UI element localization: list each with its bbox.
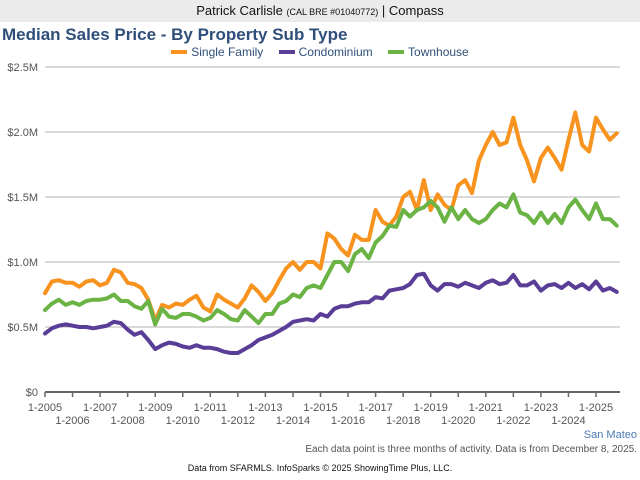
x-tick-label: 1-2024 <box>551 415 585 427</box>
x-tick-label: 1-2005 <box>28 402 62 414</box>
data-source: Data from SFARMLS. InfoSparks © 2025 Sho… <box>187 463 453 473</box>
x-tick-label: 1-2018 <box>386 415 420 427</box>
x-tick-label: 1-2008 <box>111 415 145 427</box>
x-tick-label: 1-2014 <box>276 415 310 427</box>
agent-name: Patrick Carlisle <box>196 3 283 18</box>
agent-header-bar: Patrick Carlisle (CAL BRE #01040772) | C… <box>0 0 640 22</box>
legend-swatch-townhouse <box>388 49 405 54</box>
x-tick-label: 1-2016 <box>331 415 365 427</box>
x-tick-label: 1-2012 <box>221 415 255 427</box>
data-note: Each data point is three months of activ… <box>305 444 637 455</box>
x-tick-label: 1-2017 <box>358 402 392 414</box>
x-axis: 1-20051-20061-20071-20081-20091-20101-20… <box>28 391 620 427</box>
x-tick-label: 1-2011 <box>194 402 227 414</box>
legend-item-townhouse[interactable]: Townhouse <box>388 45 469 59</box>
chart-legend: Single Family Condominium Townhouse <box>0 45 640 59</box>
line-chart: $0 $0.5M $1.0M $1.5M $2.0M $2.5M 1-20051-2006… <box>7 62 620 427</box>
legend-label: Condominium <box>298 45 373 59</box>
legend-swatch-single-family <box>171 49 188 54</box>
legend-label: Single Family <box>191 45 264 59</box>
x-tick-label: 1-2006 <box>55 415 89 427</box>
y-tick-label: $1.5M <box>7 192 38 204</box>
x-tick-label: 1-2020 <box>441 415 475 427</box>
agent-license: (CAL BRE #01040772) <box>286 7 379 17</box>
x-tick-label: 1-2023 <box>524 402 558 414</box>
y-tick-label: $1.0M <box>7 257 38 269</box>
y-tick-label: $2.0M <box>7 127 38 139</box>
y-axis-ticks: $0 $0.5M $1.0M $1.5M $2.0M $2.5M <box>7 62 38 399</box>
series-line-townhouse[interactable] <box>43 192 619 327</box>
x-tick-label: 1-2010 <box>166 415 200 427</box>
legend-swatch-condominium <box>278 49 295 54</box>
header-separator: | <box>381 3 386 18</box>
y-tick-label: $0 <box>26 387 38 399</box>
brokerage-name: Compass <box>388 3 444 18</box>
x-tick-label: 1-2015 <box>303 402 337 414</box>
x-tick-label: 1-2009 <box>138 402 172 414</box>
x-tick-label: 1-2025 <box>579 402 613 414</box>
series-line-condominium[interactable] <box>43 271 619 355</box>
gridlines <box>45 66 620 328</box>
x-tick-label: 1-2013 <box>248 402 282 414</box>
x-tick-label: 1-2019 <box>414 402 448 414</box>
series-lines <box>43 110 619 355</box>
region-label[interactable]: San Mateo <box>583 429 637 441</box>
x-tick-label: 1-2007 <box>83 402 117 414</box>
x-tick-label: 1-2022 <box>496 415 530 427</box>
legend-label: Townhouse <box>408 45 469 59</box>
chart-title: Median Sales Price - By Property Sub Typ… <box>2 25 348 44</box>
series-line-single-family[interactable] <box>43 110 619 323</box>
y-tick-label: $2.5M <box>7 62 38 74</box>
x-tick-label: 1-2021 <box>469 402 503 414</box>
y-tick-label: $0.5M <box>7 322 38 334</box>
legend-item-single-family[interactable]: Single Family <box>171 45 263 59</box>
legend-item-condominium[interactable]: Condominium <box>278 45 373 59</box>
